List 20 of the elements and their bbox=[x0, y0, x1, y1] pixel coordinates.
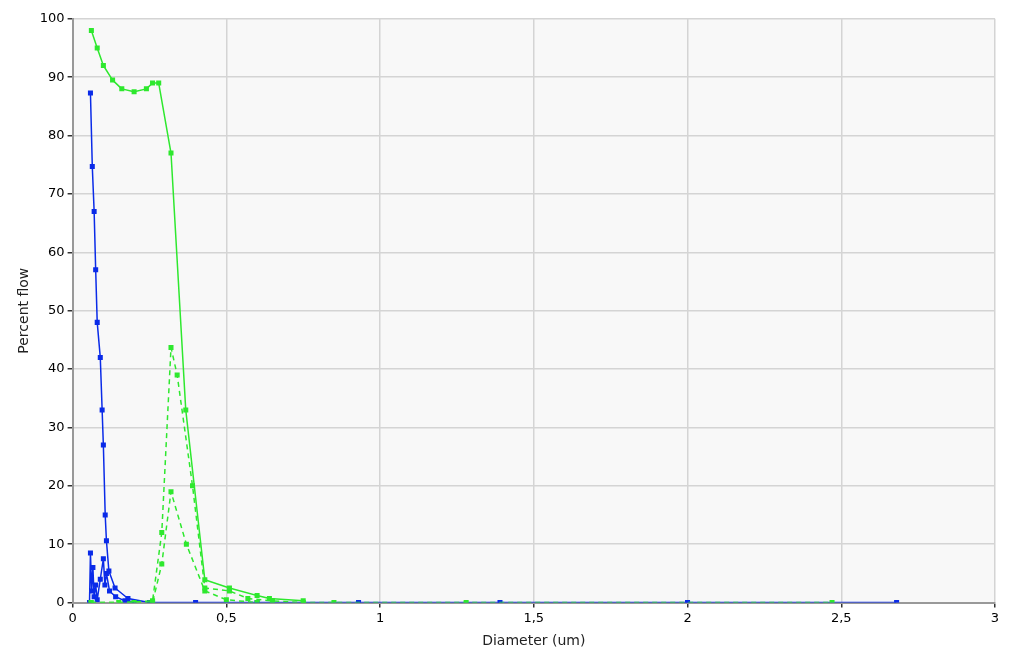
y-tick-label: 90 bbox=[48, 68, 65, 84]
y-tick-label: 10 bbox=[48, 535, 65, 551]
x-tick-label: 0 bbox=[68, 609, 77, 625]
y-tick-label: 30 bbox=[48, 418, 65, 434]
y-tick-label: 20 bbox=[48, 477, 65, 493]
x-tick-label: 2 bbox=[683, 609, 692, 625]
x-tick-label: 3 bbox=[990, 609, 1000, 625]
y-tick-label: 50 bbox=[48, 302, 65, 318]
y-tick-label: 40 bbox=[48, 360, 65, 376]
x-tick-label: 1 bbox=[375, 609, 385, 625]
y-tick-label: 100 bbox=[39, 10, 65, 26]
y-axis-title: Percent flow bbox=[15, 267, 32, 354]
x-tick-label: 0,5 bbox=[216, 609, 237, 625]
y-tick-label: 80 bbox=[48, 126, 65, 142]
y-tick-label: 70 bbox=[48, 185, 65, 201]
y-tick-label: 60 bbox=[48, 243, 65, 259]
x-tick-label: 1,5 bbox=[523, 609, 545, 625]
x-tick-label: 2,5 bbox=[830, 609, 852, 625]
x-axis-title: Diameter (um) bbox=[482, 632, 586, 649]
y-tick-label: 0 bbox=[56, 593, 65, 609]
